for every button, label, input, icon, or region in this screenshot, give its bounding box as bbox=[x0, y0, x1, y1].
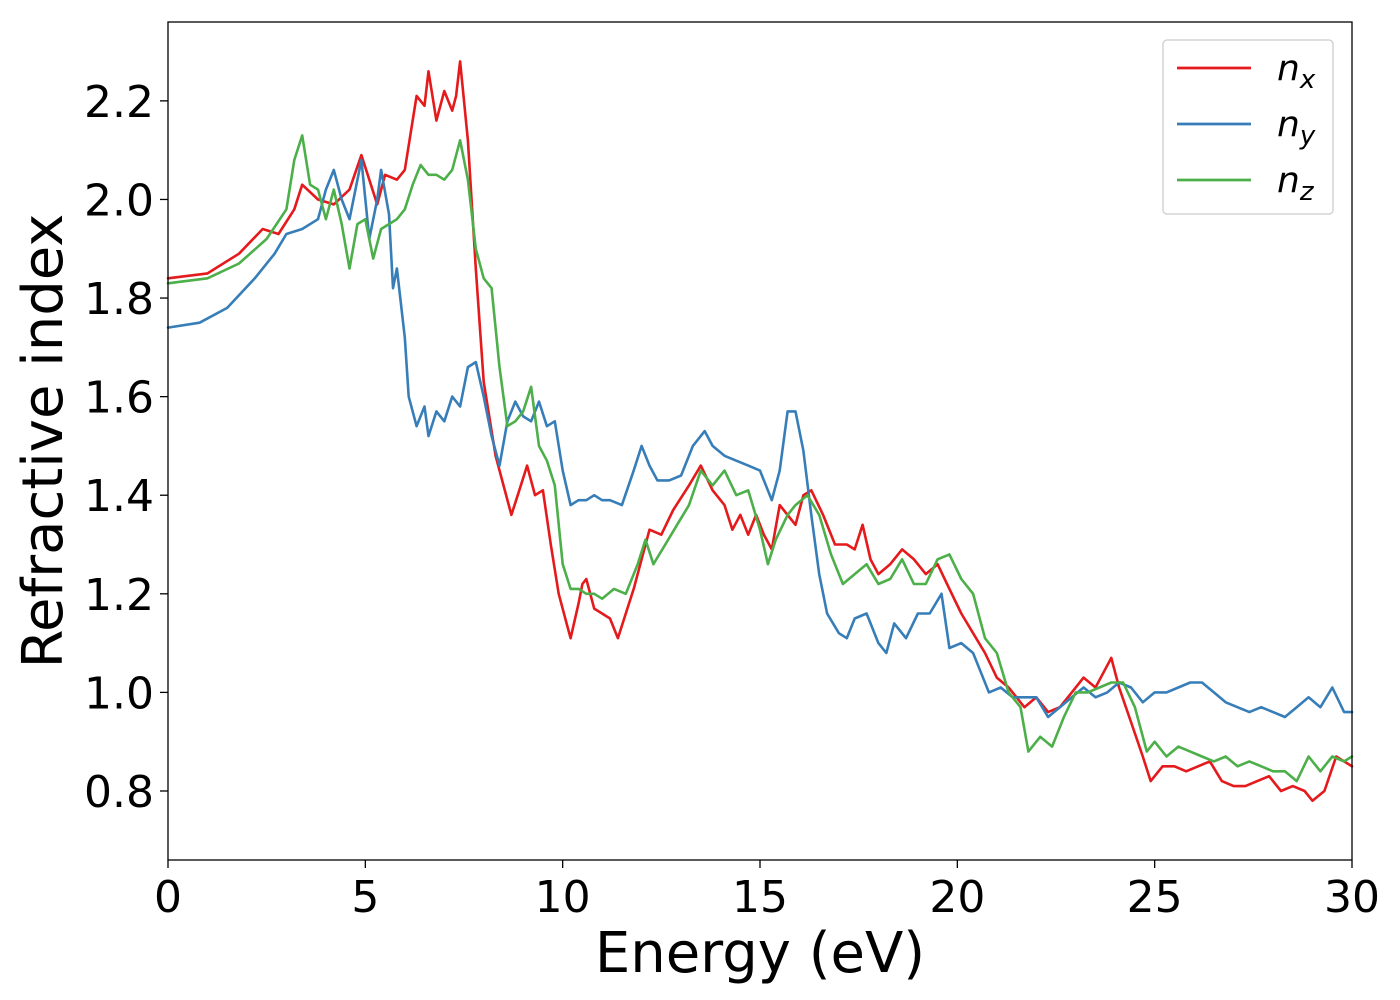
x-tick-label: 5 bbox=[351, 872, 379, 923]
y-axis-label: Refractive index bbox=[11, 214, 76, 669]
y-tick-label: 2.2 bbox=[84, 77, 154, 128]
y-tick-label: 1.8 bbox=[84, 274, 154, 325]
y-tick-label: 1.0 bbox=[84, 668, 154, 719]
series-line-n-z bbox=[166, 134, 1354, 783]
y-tick-label: 0.8 bbox=[84, 767, 154, 818]
x-tick-label: 0 bbox=[154, 872, 182, 923]
series-line-n-y bbox=[166, 158, 1354, 719]
y-axis-ticks: 0.8 1.0 1.2 1.4 1.6 1.8 2.0 2.2 bbox=[84, 77, 168, 818]
y-tick-label: 2.0 bbox=[84, 175, 154, 226]
x-tick-label: 10 bbox=[535, 872, 591, 923]
legend-label-n-y: ny bbox=[1277, 104, 1316, 151]
x-tick-label: 20 bbox=[929, 872, 985, 923]
x-axis-label: Energy (eV) bbox=[595, 921, 925, 986]
legend-box bbox=[1162, 39, 1334, 215]
legend: nx ny nz bbox=[1162, 39, 1334, 215]
y-tick-label: 1.4 bbox=[84, 471, 154, 522]
legend-label-n-x: nx bbox=[1277, 48, 1316, 95]
y-tick-label: 1.6 bbox=[84, 373, 154, 424]
series-layer bbox=[166, 60, 1354, 803]
x-tick-label: 15 bbox=[732, 872, 788, 923]
x-tick-label: 30 bbox=[1324, 872, 1380, 923]
x-tick-label: 25 bbox=[1127, 872, 1183, 923]
series-line-n-x bbox=[166, 60, 1354, 803]
y-tick-label: 1.2 bbox=[84, 570, 154, 621]
x-axis-ticks: 0 5 10 15 20 25 30 bbox=[154, 860, 1380, 923]
legend-label-n-z: nz bbox=[1277, 160, 1315, 207]
